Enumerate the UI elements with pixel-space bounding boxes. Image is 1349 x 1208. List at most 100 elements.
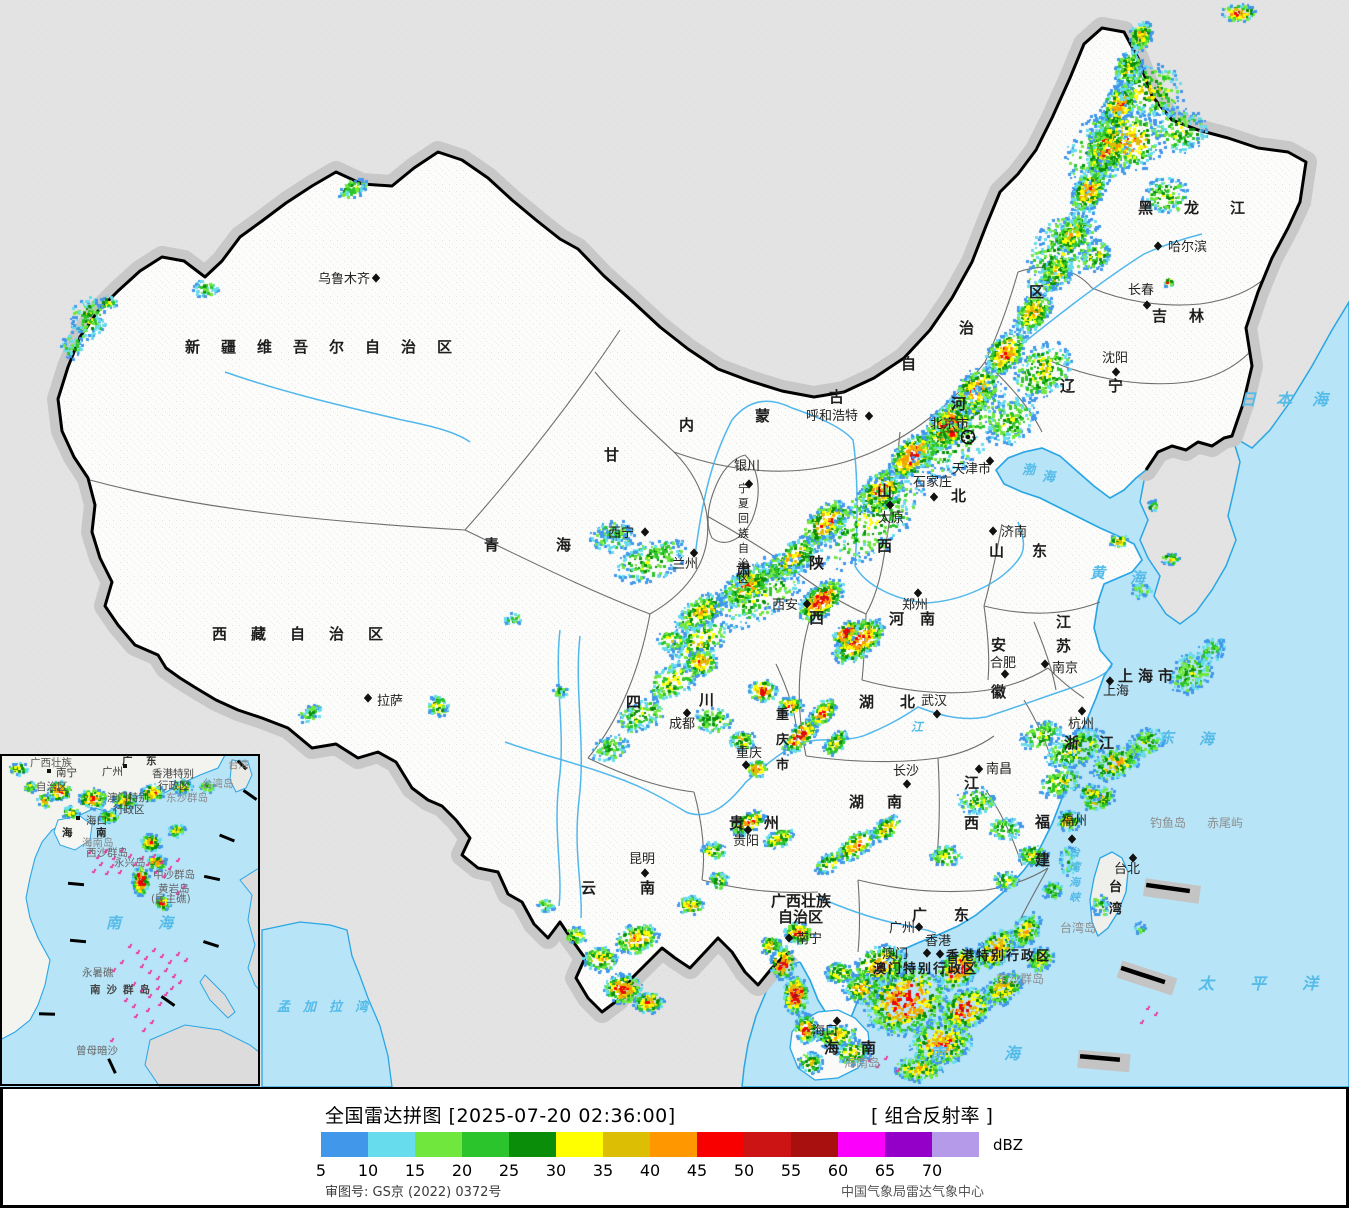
city-label: 天津市 [952, 461, 991, 477]
inset-label: (民主礁) [151, 892, 191, 905]
sea-label: 日本海 [1240, 390, 1348, 409]
city-marker [1142, 300, 1152, 310]
inset-label: 南宁 [56, 766, 77, 779]
province-label: 河北 [951, 395, 966, 505]
city-marker [689, 548, 699, 558]
city-marker [985, 456, 995, 466]
legend-tick: 70 [921, 1161, 943, 1180]
city-marker [988, 526, 998, 536]
city-label: 乌鲁木齐 [318, 271, 370, 287]
city-label: 上海 [1103, 684, 1129, 699]
province-label: 肃 [736, 561, 751, 579]
province-label: 西藏自治区 [212, 625, 407, 643]
province-label: 新疆维吾尔自治区 [185, 338, 473, 356]
province-label: 浙江 [1064, 734, 1134, 752]
inset-label: 黄岩岛 [158, 882, 190, 895]
province-label: 自治区 [778, 908, 823, 926]
nine-dash-segment [202, 940, 220, 948]
inset-label: 中沙群岛 [153, 868, 195, 881]
inset-label: 永兴岛 [114, 856, 146, 869]
city-marker [902, 779, 912, 789]
legend-tick: 15 [404, 1161, 426, 1180]
province-label: 湖南 [849, 793, 925, 811]
city-marker [1105, 676, 1115, 686]
province-label: 山西 [877, 482, 892, 555]
inset-label: 永暑礁 [82, 966, 114, 979]
capital-marker [960, 429, 976, 445]
sea-label: 台湾海峡 [1069, 846, 1082, 904]
nine-dash-segment [236, 759, 248, 771]
province-label: 重庆市 [775, 707, 789, 773]
city-marker [885, 500, 895, 510]
nine-dash-segment [219, 833, 235, 843]
city-marker [864, 411, 874, 421]
city-label: 长沙 [893, 764, 919, 779]
nine-dash-segment [242, 789, 258, 801]
inset-label: 海口 [86, 814, 107, 827]
inset-label: 广西壮族 [30, 756, 72, 769]
city-label: 重庆 [736, 745, 762, 761]
city-label: 哈尔滨 [1168, 239, 1207, 255]
province-label: 区 [1029, 283, 1044, 301]
map-approval-number: 审图号: GS京 (2022) 0372号 [325, 1185, 502, 1200]
city-marker [974, 764, 984, 774]
legend-color-cell [744, 1132, 791, 1157]
legend-color-cell [885, 1132, 932, 1157]
capital-marker-spoke [963, 439, 966, 442]
capital-marker-spoke [970, 432, 973, 435]
inset-city-marker [123, 764, 127, 768]
city-label: 杭州 [1068, 717, 1094, 732]
legend-color-cell [415, 1132, 462, 1157]
city-label: 贵阳 [733, 834, 759, 849]
legend-tick: 40 [639, 1161, 661, 1180]
dbz-unit-label: dBZ [993, 1136, 1024, 1154]
province-label: 台湾 [1109, 879, 1122, 917]
province-label: 山东 [989, 542, 1075, 560]
legend-color-cell [838, 1132, 885, 1157]
inset-city-marker [47, 769, 51, 773]
inset-label: 曾母暗沙 [76, 1044, 118, 1057]
inset-label: 东沙群岛 [166, 791, 208, 804]
legend-tick: 35 [592, 1161, 614, 1180]
legend-color-cell [321, 1132, 368, 1157]
sea-label: 渤 [1022, 462, 1037, 478]
sea-label: 海 [1199, 730, 1217, 748]
province-label: 辽宁 [1060, 377, 1156, 395]
city-marker [744, 479, 754, 489]
sea-label: 海 [1130, 569, 1148, 587]
inset-label: 海 [62, 826, 73, 839]
inset-label: 海南岛 [82, 836, 114, 849]
legend-panel: 全国雷达拼图 [2025-07-20 02:36:00] [ 组合反射率 ] 5… [0, 1087, 1349, 1208]
legend-tick: 60 [827, 1161, 849, 1180]
province-label: 吉林 [1152, 307, 1226, 325]
inset-border [0, 754, 260, 1086]
province-label: 澳门特别行政区 [873, 961, 978, 977]
province-label: 广东 [912, 906, 996, 924]
province-label: 黑龙江 [1138, 199, 1276, 217]
city-marker [913, 588, 923, 598]
province-label: 云南 [581, 879, 699, 897]
city-label: 济南 [1001, 524, 1027, 540]
city-marker [741, 760, 751, 770]
island-label: 东沙群岛 [996, 971, 1044, 986]
inset-label: 南 [106, 914, 124, 932]
inset-label: 台湾岛 [202, 777, 234, 790]
city-label: 广州 [889, 921, 915, 936]
city-marker [784, 933, 794, 943]
province-label: 安徽 [990, 636, 1007, 701]
legend-tick: 50 [733, 1161, 755, 1180]
province-label: 陕西 [809, 554, 824, 627]
island-label: 海南岛 [844, 1055, 880, 1070]
sea-label: 黄 [1090, 564, 1107, 582]
city-marker [1000, 669, 1010, 679]
city-marker [640, 868, 650, 878]
legend-tick: 65 [874, 1161, 896, 1180]
legend-color-cell [791, 1132, 838, 1157]
city-marker [743, 825, 753, 835]
island-label: 台湾岛 [1060, 920, 1096, 935]
capital-marker-spoke [963, 432, 966, 435]
province-label: 海 [556, 536, 571, 554]
city-label: 兰州 [672, 557, 698, 572]
nine-dash-segment [38, 1012, 56, 1016]
map-title: 全国雷达拼图 [2025-07-20 02:36:00] [325, 1105, 676, 1127]
